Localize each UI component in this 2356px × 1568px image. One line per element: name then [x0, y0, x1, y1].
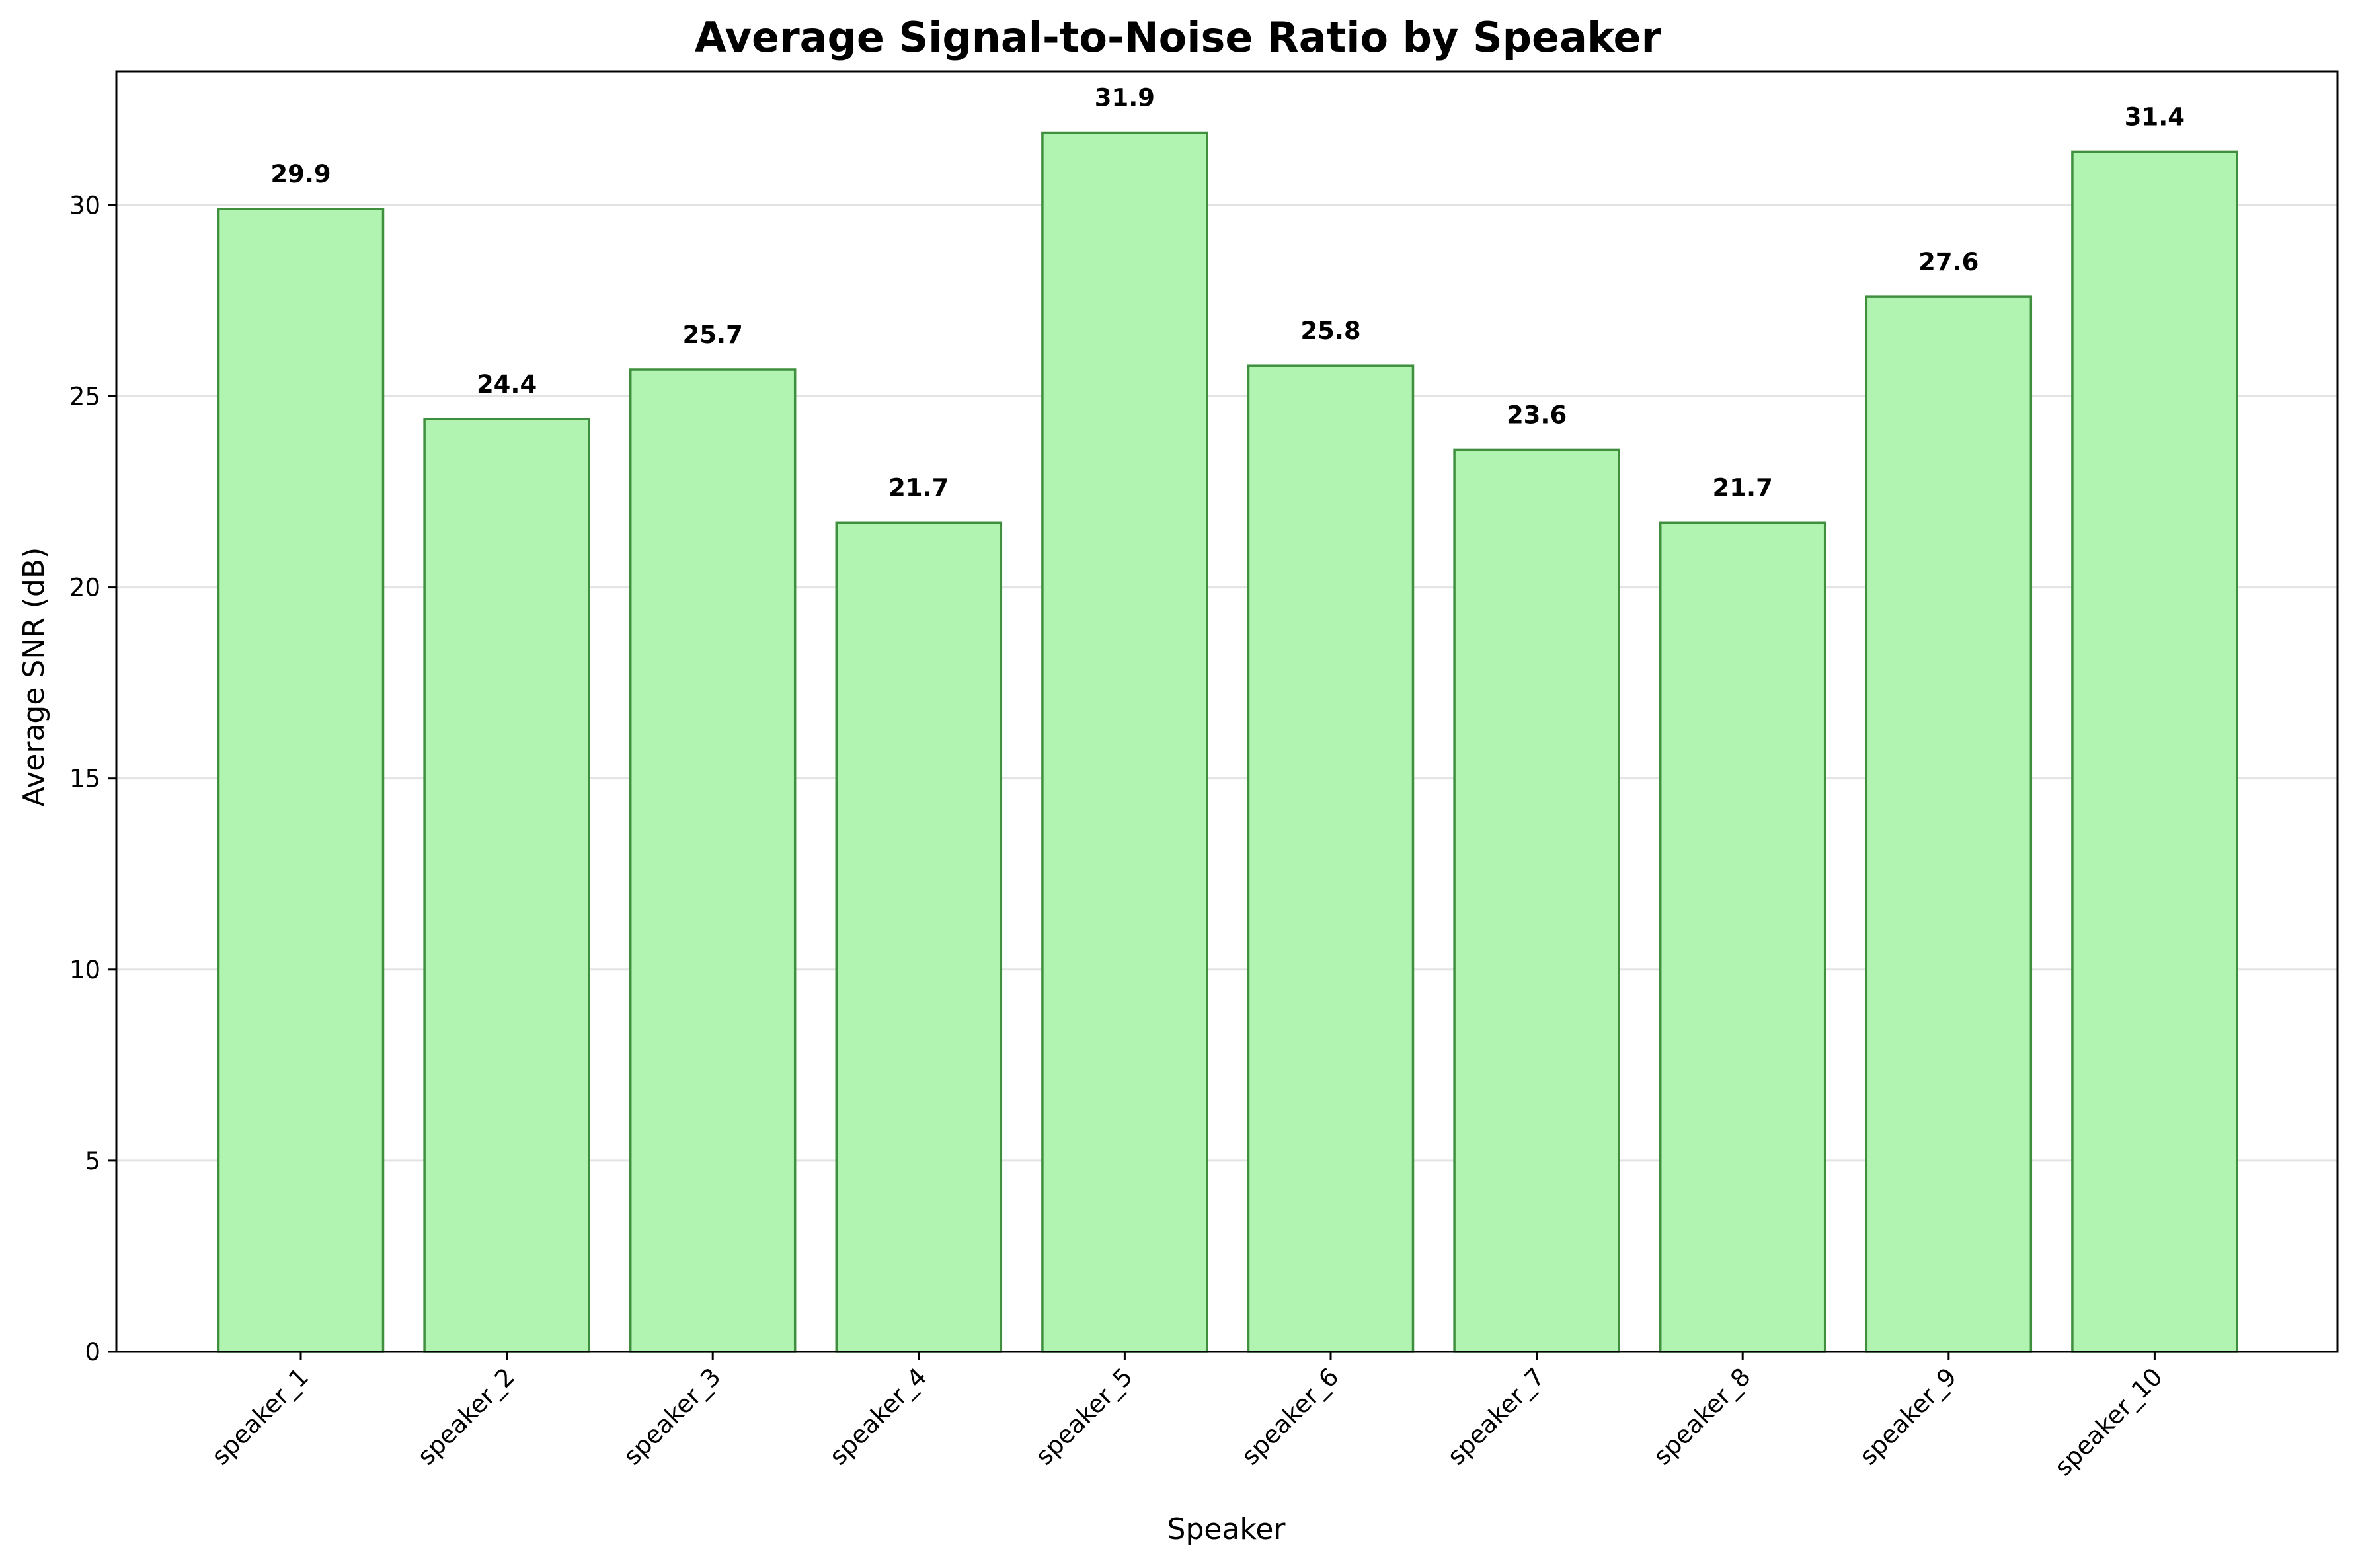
bar-speaker_5	[1041, 131, 1208, 1353]
bar-speaker_9	[1865, 295, 2033, 1353]
y-axis-ticks: 0 5 10 15 20 25 30	[69, 191, 116, 1366]
bar-value-label-speaker_5: 31.9	[1095, 84, 1155, 112]
bar-value-label-speaker_9: 27.6	[1918, 248, 1979, 276]
bar-value-label-speaker_4: 21.7	[888, 473, 949, 502]
y-tick-label-25: 25	[69, 382, 100, 411]
bar-value-label-speaker_7: 23.6	[1507, 401, 1567, 429]
y-tick-label-20: 20	[69, 574, 100, 602]
y-tick-label-30: 30	[69, 191, 100, 219]
bar-value-label-speaker_8: 21.7	[1713, 473, 1773, 502]
y-tick-label-5: 5	[85, 1147, 100, 1175]
bar-value-label-speaker_2: 24.4	[477, 370, 537, 399]
bars	[217, 131, 2238, 1353]
bar-speaker_4	[835, 521, 1003, 1353]
bar-value-label-speaker_10: 31.4	[2125, 102, 2185, 131]
y-axis-label: Average SNR (dB)	[17, 547, 51, 807]
bar-value-label-speaker_6: 25.8	[1300, 317, 1360, 345]
x-axis-label: Speaker	[1167, 1512, 1286, 1546]
bar-value-label-speaker_1: 29.9	[270, 160, 331, 188]
bar-speaker_3	[629, 368, 797, 1353]
y-tick-label-0: 0	[85, 1338, 100, 1366]
bar-speaker_2	[423, 418, 590, 1353]
bar-speaker_6	[1247, 364, 1415, 1353]
bar-speaker_1	[217, 208, 385, 1353]
bar-speaker_10	[2071, 150, 2238, 1353]
plot-frame	[115, 70, 2339, 1353]
bar-speaker_8	[1659, 521, 1826, 1353]
bar-value-label-speaker_3: 25.7	[683, 321, 743, 349]
bar-speaker_7	[1453, 448, 1620, 1353]
chart-title: Average Signal-to-Noise Ratio by Speaker	[695, 13, 1662, 61]
bar-value-labels: 29.9 24.4 25.7 21.7 31.9 25.8 23.6 21.7 27.6 31.4	[270, 84, 2185, 502]
y-tick-label-15: 15	[69, 765, 100, 793]
y-tick-label-10: 10	[69, 956, 100, 984]
